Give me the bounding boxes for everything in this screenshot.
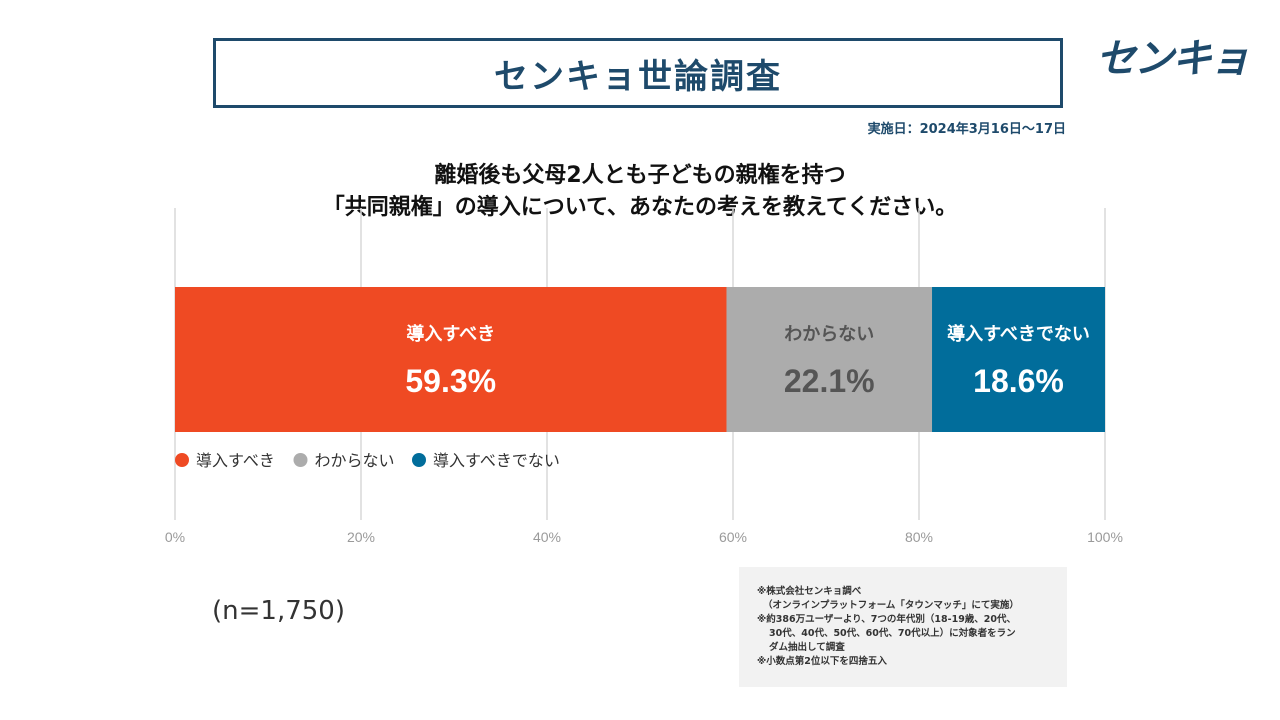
survey-notes: ※株式会社センキョ調べ （オンラインプラットフォーム「タウンマッチ」にて実施） … <box>739 567 1067 687</box>
bar-category-label: 導入すべき <box>406 323 495 345</box>
brand-logo: センキョ <box>1096 36 1250 82</box>
legend-label: 導入すべき <box>196 451 275 470</box>
x-tick-label: 0% <box>165 529 185 545</box>
note-line: ※株式会社センキョ調べ <box>757 586 862 597</box>
x-tick-label: 40% <box>533 529 561 545</box>
bar-segment <box>726 287 933 432</box>
note-line: 30代、40代、50代、60代、70代以上）に対象者をラン <box>769 628 1016 639</box>
x-tick-label: 80% <box>905 529 933 545</box>
data-label: 22.1% <box>784 363 875 399</box>
bar-segment <box>175 287 727 432</box>
survey-date: 実施日：2024年3月16日～17日 <box>867 122 1066 137</box>
bar-segment <box>932 287 1105 432</box>
title-box: センキョ世論調査 <box>213 38 1063 108</box>
question-line-1: 離婚後も父母2人とも子どもの親権を持つ <box>434 163 846 188</box>
note-line: （オンラインプラットフォーム「タウンマッチ」にて実施） <box>763 600 1019 611</box>
page-title: センキョ世論調査 <box>494 56 782 97</box>
note-line: ※小数点第2位以下を四捨五入 <box>757 656 887 667</box>
legend-marker <box>412 453 426 467</box>
bar-category-label: わからない <box>784 324 874 345</box>
x-tick-label: 20% <box>347 529 375 545</box>
x-tick-label: 60% <box>719 529 747 545</box>
question-line-2: 「共同親権」の導入について、あなたの考えを教えてください。 <box>322 195 958 220</box>
note-line: ダム抽出して調査 <box>769 642 845 653</box>
legend-label: 導入すべきでない <box>433 451 560 470</box>
sample-size: (n=1,750) <box>212 596 345 626</box>
survey-question: 離婚後も父母2人とも子どもの親権を持つ 「共同親権」の導入について、あなたの考え… <box>175 160 1105 224</box>
x-tick-label: 100% <box>1087 529 1123 545</box>
note-line: ※約386万ユーザーより、7つの年代別（18-19歳、20代、 <box>757 614 1017 625</box>
data-label: 18.6% <box>973 363 1064 399</box>
data-label: 59.3% <box>405 363 496 399</box>
legend-marker <box>293 453 308 467</box>
legend-label: わからない <box>315 451 395 470</box>
legend-marker <box>175 453 189 467</box>
bar-category-label: 導入すべきでない <box>947 323 1090 345</box>
